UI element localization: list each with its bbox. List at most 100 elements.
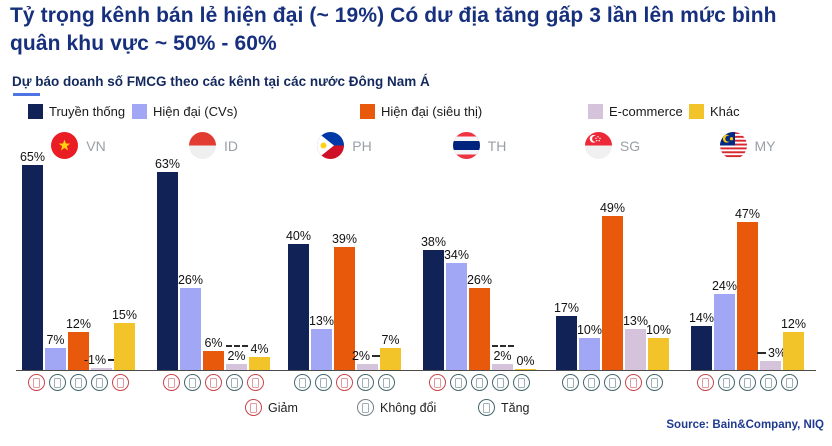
trend-glyph bbox=[75, 377, 82, 388]
trend-glyph bbox=[231, 377, 238, 388]
trend-glyph bbox=[567, 377, 574, 388]
bar-value-label: 34% bbox=[443, 247, 470, 262]
flag-icon-vn bbox=[51, 132, 79, 159]
trend-up-icon bbox=[760, 374, 777, 391]
bar-sg-series-1 bbox=[556, 316, 577, 370]
channel-legend-item-2: Hiện đại (CVs) bbox=[132, 104, 238, 119]
trend-icons-vn bbox=[22, 374, 135, 391]
bar-value-label: 26% bbox=[466, 272, 493, 287]
bar-chart: VN 65% 7% 12% -1% 15% ID 63% 26% 6% 2% 4% PH 40% 13% 39… bbox=[0, 128, 832, 370]
bar-th-series-2 bbox=[446, 263, 467, 370]
trend-glyph bbox=[383, 377, 390, 388]
bar-my-series-2 bbox=[714, 294, 735, 370]
bar-value-label: 4% bbox=[250, 341, 269, 356]
trend-icons-th bbox=[423, 374, 536, 391]
country-group-id: ID 63% 26% 6% 2% 4% bbox=[154, 128, 270, 370]
bar-column: 2% bbox=[352, 349, 382, 370]
trend-glyph bbox=[609, 377, 616, 388]
country-label: VN bbox=[86, 137, 106, 154]
channel-legend-label: Hiện đại (CVs) bbox=[153, 104, 238, 119]
trend-down-icon bbox=[247, 374, 264, 391]
trend-glyph bbox=[434, 377, 441, 388]
trend-up-icon bbox=[315, 374, 332, 391]
bar-column: 7% bbox=[45, 332, 66, 370]
bar-column: 2% bbox=[225, 344, 248, 370]
country-label: TH bbox=[487, 137, 507, 154]
country-label: MY bbox=[754, 137, 776, 154]
trend-flat-icon bbox=[357, 399, 374, 416]
bar-value-label: 2% bbox=[352, 349, 383, 363]
bar-value-label: 6% bbox=[204, 335, 223, 350]
bar-ph-series-3 bbox=[334, 247, 355, 370]
trend-glyph bbox=[744, 377, 751, 388]
trend-down-icon bbox=[336, 374, 353, 391]
country-group-sg: SG 17% 10% 49% 13% 10% bbox=[554, 128, 671, 370]
bar-th-series-4 bbox=[492, 364, 513, 370]
trend-glyph bbox=[299, 377, 306, 388]
bar-value-label: 12% bbox=[65, 316, 92, 331]
bar-column: 15% bbox=[112, 308, 137, 370]
trend-down-icon bbox=[697, 374, 714, 391]
dashed-annotation bbox=[491, 344, 514, 347]
trend-up-icon bbox=[91, 374, 108, 391]
channel-legend-item-1: Truyền thống bbox=[28, 104, 125, 119]
channel-legend-item-5: Khác bbox=[689, 104, 740, 119]
channel-legend-label: Hiện đại (siêu thị) bbox=[381, 104, 483, 119]
trend-down-icon bbox=[245, 399, 262, 416]
channel-legend-item-3: Hiện đại (siêu thị) bbox=[360, 104, 482, 119]
country-label: PH bbox=[352, 137, 372, 154]
trend-icons-sg bbox=[556, 374, 669, 391]
trend-up-icon bbox=[604, 374, 621, 391]
bar-column: 17% bbox=[554, 301, 579, 370]
bar-value-label: 24% bbox=[711, 278, 738, 293]
bar-vn-series-2 bbox=[45, 348, 66, 370]
trend-down-icon bbox=[163, 374, 180, 391]
bar-column: 10% bbox=[646, 323, 671, 370]
bar-value-label: 2% bbox=[493, 348, 512, 363]
bar-value-label: 7% bbox=[46, 332, 65, 347]
trend-up-icon bbox=[226, 374, 243, 391]
page-title: Tỷ trọng kênh bán lẻ hiện đại (~ 19%) Có… bbox=[10, 4, 777, 55]
bar-value-label: 0% bbox=[516, 353, 535, 368]
trend-legend-item-flat: Không đổi bbox=[357, 399, 436, 416]
trend-legend-item-up: Tăng bbox=[478, 399, 530, 416]
trend-legend-item-down: Giảm bbox=[245, 399, 298, 416]
bar-column: -1% bbox=[84, 353, 118, 370]
trend-glyph bbox=[476, 377, 483, 388]
bar-value-label: 63% bbox=[154, 156, 181, 171]
channel-swatch bbox=[689, 104, 704, 119]
flag-icon-my bbox=[719, 132, 747, 159]
country-group-ph: PH 40% 13% 39% 2% 7% bbox=[286, 128, 401, 370]
bar-value-label: 49% bbox=[599, 200, 626, 215]
bar-value-label: 14% bbox=[688, 310, 715, 325]
bar-column: 39% bbox=[331, 231, 358, 370]
bar-column: 26% bbox=[178, 273, 203, 370]
country-label: ID bbox=[224, 137, 238, 154]
channel-legend-label: E-commerce bbox=[609, 104, 683, 119]
bar-value-label: 47% bbox=[734, 206, 761, 221]
source-credit: Source: Bain&Company, NIQ bbox=[666, 419, 824, 431]
trend-down-icon bbox=[205, 374, 222, 391]
trend-up-icon bbox=[471, 374, 488, 391]
channel-swatch bbox=[28, 104, 43, 119]
bar-id-series-3 bbox=[203, 351, 224, 370]
trend-glyph bbox=[341, 377, 348, 388]
trend-glyph bbox=[96, 377, 103, 388]
channel-legend-item-4: E-commerce bbox=[588, 104, 683, 119]
trend-up-icon bbox=[357, 374, 374, 391]
bar-id-series-2 bbox=[180, 288, 201, 370]
bar-value-label: 39% bbox=[331, 231, 358, 246]
trend-legend-label: Không đổi bbox=[380, 400, 437, 415]
trend-glyph bbox=[765, 377, 772, 388]
bar-value-label: 13% bbox=[308, 313, 335, 328]
trend-glyph bbox=[210, 377, 217, 388]
bar-id-series-5 bbox=[249, 357, 270, 370]
bar-column: 40% bbox=[286, 229, 311, 370]
trend-up-icon bbox=[739, 374, 756, 391]
trend-icons-my bbox=[691, 374, 804, 391]
bar-ph-series-4 bbox=[357, 364, 378, 370]
trend-icons-ph bbox=[288, 374, 401, 391]
flag-icon-sg bbox=[584, 132, 612, 159]
bar-sg-series-4 bbox=[625, 329, 646, 370]
channel-legend-label: Khác bbox=[710, 104, 740, 119]
